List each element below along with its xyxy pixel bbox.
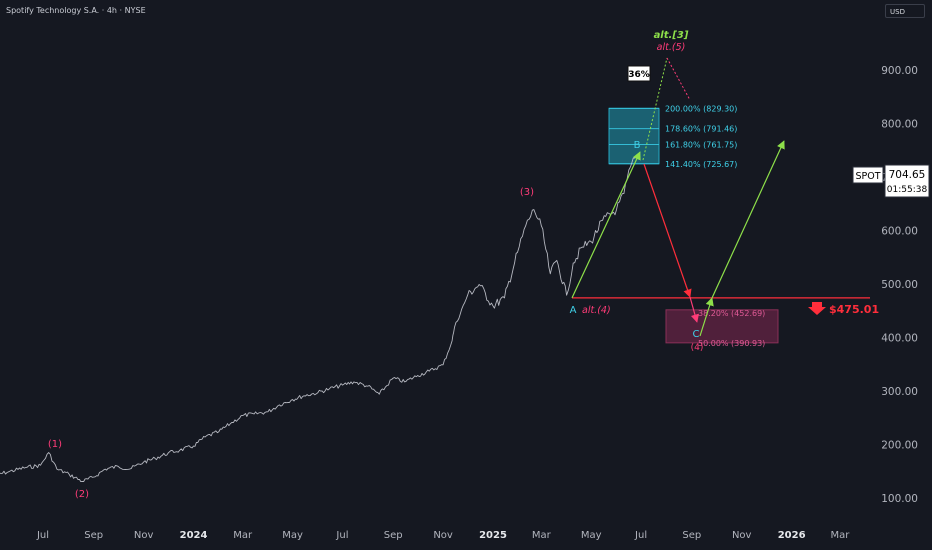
y-tick-label: 100.00 [881,493,918,505]
price-tag-countdown: 01:55:38 [887,185,928,195]
x-tick-label: Sep [84,530,103,541]
wave-label-c: C [693,329,700,340]
alt-path-pink-dotted [666,57,691,101]
symbol-tag-box [852,166,884,184]
target-level-label: 141.40% (725.67) [665,160,737,169]
x-tick-label: May [282,530,303,541]
x-tick-label: May [581,530,602,541]
x-tick-label: Mar [532,530,552,541]
long-term-up-arrow [711,140,785,299]
correction-box [665,309,779,344]
target-level-label: 161.80% (761.75) [665,140,737,149]
percent-badge-box [627,65,651,82]
currency-button[interactable]: USD [885,4,925,18]
x-tick-label: Mar [233,530,253,541]
wave-label-a: A [570,305,577,316]
correction-c-arrow [689,296,700,323]
wave-label-alt-3: alt.[3] [654,30,689,41]
stop-level-label: $475.01 [829,303,879,316]
correction-level-label: 50.00% (390.93) [698,339,765,348]
y-tick-label: 600.00 [881,226,918,238]
x-tick-label: Sep [384,530,403,541]
y-tick-label: 800.00 [881,119,918,131]
down-arrow-icon [808,302,826,315]
symbol-title: Spotify Technology S.A. · 4h · NYSE [6,6,146,15]
correction-level-label: 38.20% (452.69) [698,309,765,318]
wave-label-alt-5: alt.(5) [657,42,686,53]
x-tick-label: 2025 [479,530,507,541]
x-tick-label: Mar [830,530,850,541]
x-tick-label: 2024 [180,530,208,541]
x-tick-label: Jul [36,530,49,541]
y-tick-label: 500.00 [881,279,918,291]
impulse-up-arrow [571,151,641,299]
target-level-label: 200.00% (829.30) [665,104,737,113]
y-tick-label: 900.00 [881,65,918,77]
wave-label-b: B [634,140,641,151]
correction-down-arrow [643,163,692,298]
x-tick-label: Sep [682,530,701,541]
y-tick-label: 300.00 [881,386,918,398]
rebound-arrow [699,297,714,337]
x-tick-label: 2026 [778,530,806,541]
wave-label-1: (1) [48,439,62,450]
x-tick-label: Jul [335,530,348,541]
wave-label-2: (2) [75,489,89,500]
x-tick-label: Nov [134,530,154,541]
wave-label-4: (4) [691,343,704,353]
y-tick-label: 400.00 [881,333,918,345]
price-tag-value: 704.65 [889,169,926,181]
x-tick-label: Jul [634,530,647,541]
target-level-label: 178.60% (791.46) [665,125,737,134]
price-series-line [0,155,637,483]
x-tick-label: Nov [732,530,752,541]
x-tick-label: Nov [433,530,453,541]
percent-badge: 36% [628,70,650,80]
target-box [608,107,660,165]
y-tick-label: 200.00 [881,440,918,452]
wave-label-3: (3) [520,187,534,198]
alt-path-green-dotted [642,57,668,161]
price-tag-box [884,164,930,198]
wave-label-alt-4: alt.(4) [582,305,611,316]
symbol-tag: SPOT [855,171,880,182]
